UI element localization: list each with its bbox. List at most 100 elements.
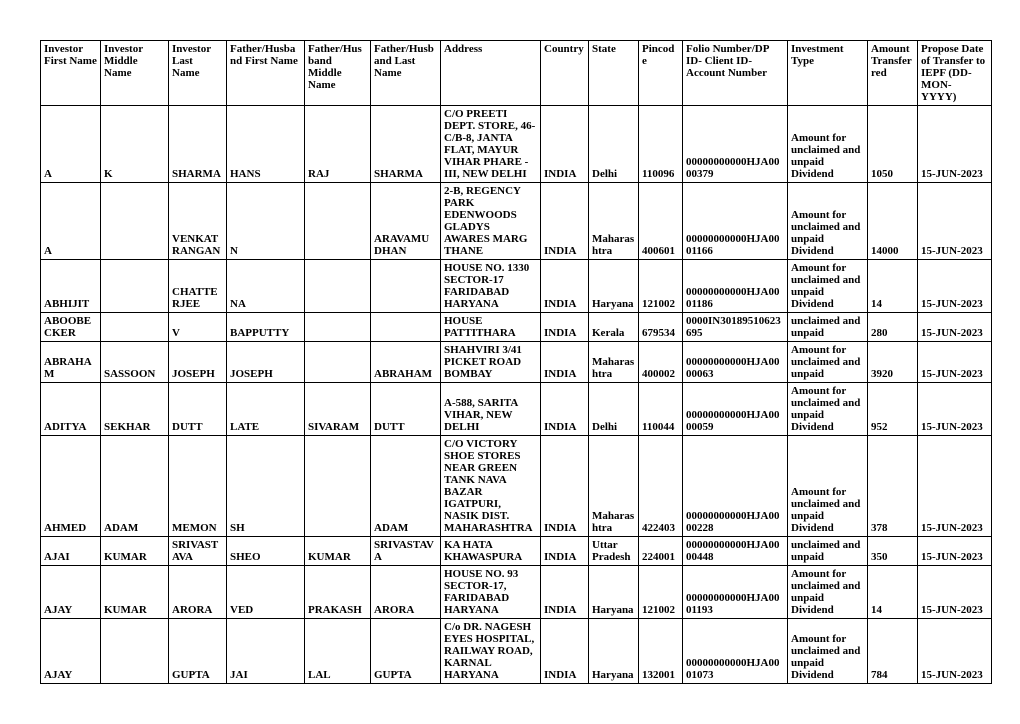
cell: JOSEPH (227, 342, 305, 383)
cell: Haryana (589, 260, 639, 313)
cell: Haryana (589, 619, 639, 684)
cell: A (41, 183, 101, 260)
cell: Amount for unclaimed and unpaid Dividend (788, 106, 868, 183)
cell: JOSEPH (169, 342, 227, 383)
cell: JAI (227, 619, 305, 684)
cell: ABHIJIT (41, 260, 101, 313)
cell (101, 619, 169, 684)
cell: HOUSE NO. 93 SECTOR-17, FARIDABAD HARYAN… (441, 566, 541, 619)
cell: 679534 (639, 313, 683, 342)
cell: ADITYA (41, 383, 101, 436)
cell: INDIA (541, 619, 589, 684)
col-country: Country (541, 41, 589, 106)
cell: HOUSE PATTITHARA (441, 313, 541, 342)
cell: Delhi (589, 383, 639, 436)
col-fh-last: Father/Husband Last Name (371, 41, 441, 106)
cell: A-588, SARITA VIHAR, NEW DELHI (441, 383, 541, 436)
cell: Maharashtra (589, 436, 639, 537)
cell: ARORA (371, 566, 441, 619)
cell: 14 (868, 566, 918, 619)
cell: V (169, 313, 227, 342)
cell: 110096 (639, 106, 683, 183)
cell: 00000000000HJA0001186 (683, 260, 788, 313)
cell: C/O PREETI DEPT. STORE, 46-C/B-8, JANTA … (441, 106, 541, 183)
table-row: ABOOBECKERVBAPPUTTYHOUSE PATTITHARAINDIA… (41, 313, 992, 342)
cell: SHEO (227, 537, 305, 566)
cell: unclaimed and unpaid (788, 537, 868, 566)
cell: DUTT (169, 383, 227, 436)
cell: SASSOON (101, 342, 169, 383)
cell: VED (227, 566, 305, 619)
col-state: State (589, 41, 639, 106)
cell: KUMAR (101, 566, 169, 619)
cell: 378 (868, 436, 918, 537)
cell: SRIVASTAVA (169, 537, 227, 566)
cell: 3920 (868, 342, 918, 383)
cell: ARORA (169, 566, 227, 619)
cell: RAJ (305, 106, 371, 183)
col-folio: Folio Number/DP ID- Client ID- Account N… (683, 41, 788, 106)
cell: ABRAHAM (41, 342, 101, 383)
cell: 15-JUN-2023 (918, 436, 992, 537)
cell (371, 260, 441, 313)
cell: BAPPUTTY (227, 313, 305, 342)
col-fh-middle: Father/Husband Middle Name (305, 41, 371, 106)
cell: 14 (868, 260, 918, 313)
table-row: AJAYGUPTAJAILALGUPTAC/o DR. NAGESH EYES … (41, 619, 992, 684)
cell: Amount for unclaimed and unpaid Dividend (788, 619, 868, 684)
cell: INDIA (541, 260, 589, 313)
cell: unclaimed and unpaid (788, 313, 868, 342)
cell: KUMAR (305, 537, 371, 566)
cell: AHMED (41, 436, 101, 537)
cell: 00000000000HJA0000063 (683, 342, 788, 383)
investor-table: Investor First Name Investor Middle Name… (40, 40, 992, 684)
cell: CHATTERJEE (169, 260, 227, 313)
cell: 784 (868, 619, 918, 684)
cell: 00000000000HJA0000059 (683, 383, 788, 436)
cell: 952 (868, 383, 918, 436)
cell: GUPTA (371, 619, 441, 684)
table-row: ABHIJITCHATTERJEENAHOUSE NO. 1330 SECTOR… (41, 260, 992, 313)
cell: KUMAR (101, 537, 169, 566)
table-row: AVENKAT RANGANNARAVAMUDHAN2-B, REGENCY P… (41, 183, 992, 260)
cell: Amount for unclaimed and unpaid Dividend (788, 183, 868, 260)
cell: 2-B, REGENCY PARK EDENWOODS GLADYS AWARE… (441, 183, 541, 260)
cell: SIVARAM (305, 383, 371, 436)
cell: ADAM (371, 436, 441, 537)
table-row: AHMEDADAMMEMONSHADAMC/O VICTORY SHOE STO… (41, 436, 992, 537)
col-inv-type: Investment Type (788, 41, 868, 106)
cell: 14000 (868, 183, 918, 260)
cell: Maharashtra (589, 342, 639, 383)
col-date: Propose Date of Transfer to IEPF (DD-MON… (918, 41, 992, 106)
cell: SHAHVIRI 3/41 PICKET ROAD BOMBAY (441, 342, 541, 383)
cell: Delhi (589, 106, 639, 183)
cell: 00000000000HJA0001166 (683, 183, 788, 260)
cell: 15-JUN-2023 (918, 342, 992, 383)
cell: 00000000000HJA0001073 (683, 619, 788, 684)
cell: Maharashtra (589, 183, 639, 260)
cell: KA HATA KHAWASPURA (441, 537, 541, 566)
table-row: AJAYKUMARARORAVEDPRAKASHARORAHOUSE NO. 9… (41, 566, 992, 619)
cell: Amount for unclaimed and unpaid Dividend (788, 436, 868, 537)
cell: 400002 (639, 342, 683, 383)
cell: HANS (227, 106, 305, 183)
cell (305, 342, 371, 383)
cell: SRIVASTAVA (371, 537, 441, 566)
cell (305, 313, 371, 342)
cell: AJAI (41, 537, 101, 566)
cell: LAL (305, 619, 371, 684)
cell: 15-JUN-2023 (918, 566, 992, 619)
cell: INDIA (541, 383, 589, 436)
cell: ABOOBECKER (41, 313, 101, 342)
cell (305, 260, 371, 313)
cell (305, 183, 371, 260)
cell: INDIA (541, 566, 589, 619)
cell: 422403 (639, 436, 683, 537)
cell (101, 313, 169, 342)
col-first-name: Investor First Name (41, 41, 101, 106)
cell: Kerala (589, 313, 639, 342)
cell: INDIA (541, 106, 589, 183)
col-middle-name: Investor Middle Name (101, 41, 169, 106)
table-row: AJAIKUMARSRIVASTAVASHEOKUMARSRIVASTAVAKA… (41, 537, 992, 566)
cell: AJAY (41, 619, 101, 684)
